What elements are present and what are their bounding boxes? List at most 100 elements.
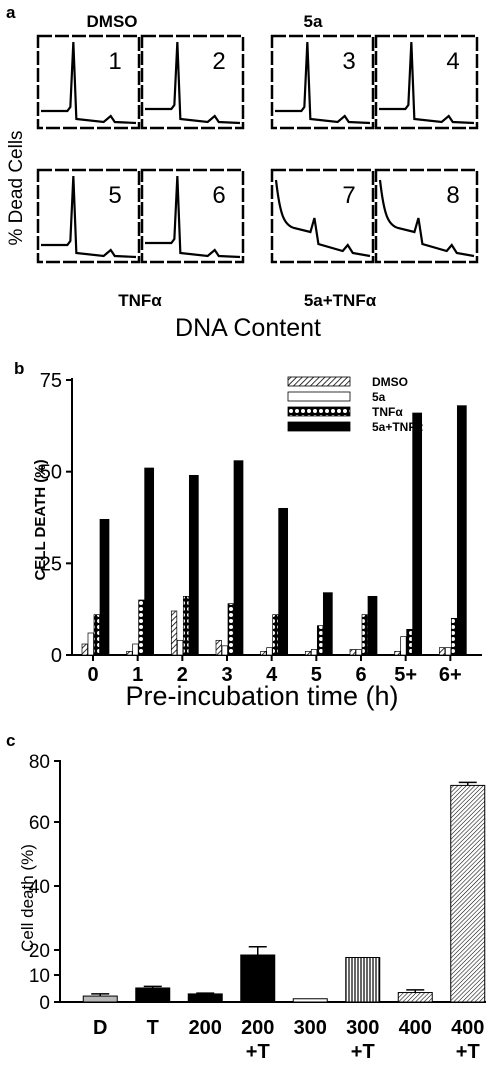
histogram-trace <box>379 41 475 125</box>
y-tick-label: 50 <box>40 462 62 484</box>
x-tick-label: 300 <box>294 1017 327 1039</box>
panel-b: b CELL DEATH (%) Pre-incubation time (h)… <box>14 359 482 711</box>
histogram-frame <box>270 34 375 130</box>
x-tick-label: 4 <box>266 664 278 686</box>
histogram-frame <box>374 168 479 264</box>
bar-b <box>93 614 100 656</box>
chart-b: 0 25 50 75 0 1 2 3 4 5 6 5+ 6+ <box>40 370 482 686</box>
bar-b <box>400 636 407 656</box>
legend-entry: 5a+TNFα <box>287 420 424 434</box>
bar-b <box>138 599 145 656</box>
histogram-number: 5 <box>108 182 121 209</box>
bar-b <box>278 507 289 656</box>
bar-c <box>82 995 118 1003</box>
y-tick-label: 0 <box>39 993 50 1014</box>
legend-entry: TNFα <box>287 405 403 419</box>
histogram-number: 1 <box>108 48 121 75</box>
histogram-trace <box>41 41 137 125</box>
panel-a: a DMSO 5a TNFα 5a+TNFα DNA Content % Dea… <box>6 3 479 342</box>
bar-b <box>349 649 356 656</box>
histogram-frame <box>374 34 479 130</box>
bar-b <box>450 617 458 656</box>
x-tick-label: 6+ <box>439 664 462 686</box>
x-tick-label: D <box>93 1017 107 1039</box>
x-tick-label: 2 <box>177 664 188 686</box>
histogram-trace <box>145 41 241 125</box>
x-tick-label: T <box>147 1017 159 1039</box>
bar-b <box>266 647 273 656</box>
histogram-6: 6 <box>140 168 245 264</box>
legend-label: 5a <box>372 390 386 404</box>
bar-b <box>456 405 467 656</box>
x-tick-label: 1 <box>132 664 143 686</box>
legend-swatch <box>287 376 351 387</box>
histogram-frame <box>140 168 245 264</box>
legend-entry: DMSO <box>287 375 408 389</box>
y-tick-label: 0 <box>51 645 62 667</box>
bar-c <box>397 992 433 1003</box>
histogram-trace <box>41 175 137 259</box>
histogram-grid: 1 2 3 4 5 6 7 8 <box>36 34 479 264</box>
bar-b <box>170 610 178 656</box>
bar-b <box>367 595 378 656</box>
legend-swatch <box>287 406 351 417</box>
panel-c-letter: c <box>6 731 15 750</box>
x-tick-label: 200 <box>241 1017 274 1039</box>
y-tick-label: 40 <box>29 877 50 898</box>
x-tick-label: 3 <box>221 664 232 686</box>
bar-b <box>188 474 199 656</box>
y-tick-label: 25 <box>40 553 62 575</box>
panel-b-ylabel: CELL DEATH (%) <box>32 459 49 580</box>
histogram-trace <box>274 179 371 258</box>
bar-b <box>81 643 88 656</box>
bar-b <box>132 643 139 656</box>
bar-b <box>272 614 279 656</box>
label-dmso: DMSO <box>87 12 138 31</box>
x-tick-label: 5 <box>311 664 322 686</box>
bar-b <box>182 595 190 656</box>
panel-c-ylabel: Cell death (%) <box>18 844 37 952</box>
legend-swatch <box>287 421 351 432</box>
bar-c <box>345 957 381 1003</box>
panel-b-xlabel: Pre-incubation time (h) <box>125 681 398 711</box>
y-tick-label: 75 <box>40 370 62 392</box>
histogram-number: 8 <box>446 182 459 209</box>
label-5a: 5a <box>304 12 323 31</box>
label-tnf: TNFα <box>118 291 162 310</box>
x-tick-label: 0 <box>87 664 98 686</box>
bar-c <box>187 993 223 1003</box>
histogram-1: 1 <box>36 34 141 130</box>
bar-c <box>135 987 171 1003</box>
histogram-number: 6 <box>212 182 225 209</box>
histogram-frame <box>36 168 141 264</box>
histogram-7: 7 <box>270 168 375 264</box>
histogram-number: 3 <box>342 48 355 75</box>
histogram-trace <box>275 41 371 125</box>
histogram-2: 2 <box>140 34 245 130</box>
histogram-4: 4 <box>374 34 479 130</box>
bar-b <box>233 460 244 656</box>
x-tick-label: 6 <box>355 664 366 686</box>
bar-b <box>438 647 446 656</box>
x-tick-label: 5+ <box>394 664 417 686</box>
bar-b <box>406 628 413 656</box>
histogram-frame <box>140 34 245 130</box>
panel-a-ylabel: % Dead Cells <box>6 130 27 245</box>
bar-b <box>87 632 94 656</box>
x-tick-label-line2: +T <box>351 1041 375 1063</box>
x-tick-label: 400 <box>451 1017 484 1039</box>
x-tick-label: 400 <box>399 1017 432 1039</box>
panel-b-letter: b <box>14 359 24 378</box>
panel-a-xlabel: DNA Content <box>175 314 321 342</box>
legend-label: 5a+TNFα <box>372 420 424 434</box>
bar-b <box>221 645 228 656</box>
panel-a-letter: a <box>6 3 16 22</box>
histogram-8: 8 <box>374 168 479 264</box>
bar-b <box>444 647 452 656</box>
bar-c <box>292 998 328 1003</box>
label-5a-tnf: 5a+TNFα <box>304 291 377 310</box>
bar-b <box>215 639 222 656</box>
bar-b <box>355 649 362 656</box>
histogram-number: 2 <box>212 48 225 75</box>
